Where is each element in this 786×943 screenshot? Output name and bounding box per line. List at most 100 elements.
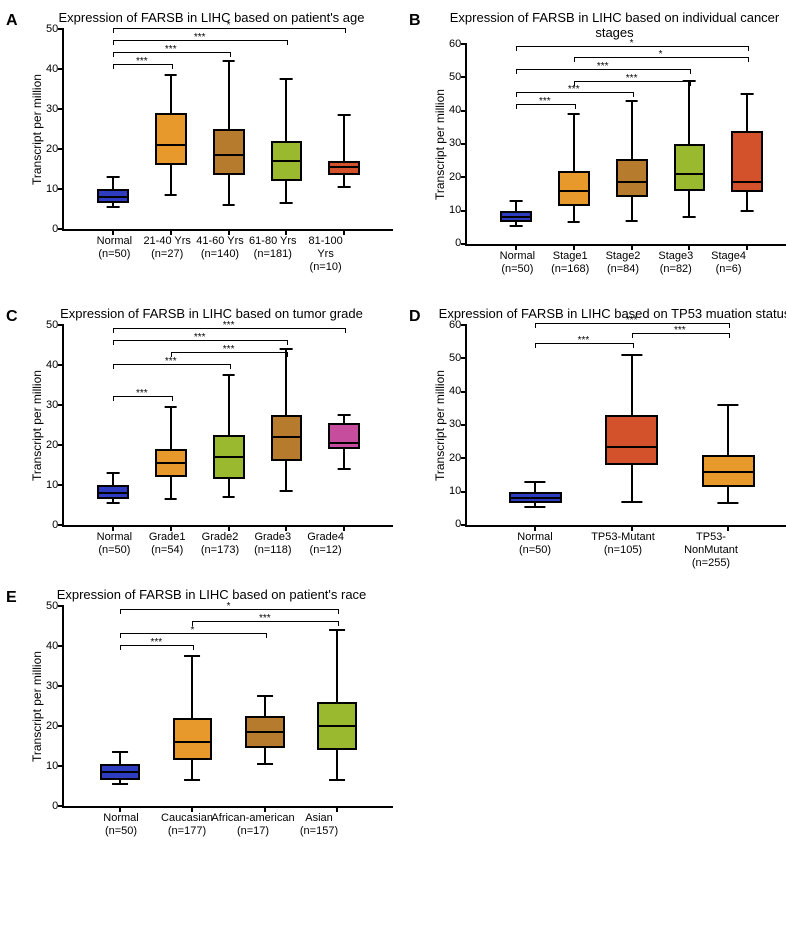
significance-label: *** bbox=[136, 389, 148, 399]
box-group bbox=[315, 325, 373, 525]
y-axis-label: Transcript per million bbox=[30, 325, 44, 527]
panel-title: Expression of FARSB in LIHC based on pat… bbox=[30, 587, 393, 602]
category-n: (n=181) bbox=[249, 248, 297, 261]
category-label: Stage4 bbox=[711, 250, 746, 263]
box-group bbox=[84, 325, 142, 525]
significance-label: *** bbox=[259, 614, 271, 624]
x-tick: 41-60 Yrs(n=140) bbox=[196, 235, 244, 261]
y-axis-label: Transcript per million bbox=[30, 606, 44, 808]
significance-label: *** bbox=[578, 336, 590, 346]
x-tick: Caucasian(n=177) bbox=[161, 812, 213, 838]
category-label: Normal bbox=[97, 235, 132, 248]
box bbox=[271, 415, 303, 461]
plot-area: ******** bbox=[62, 606, 393, 808]
x-tick: TP53-Mutant(n=105) bbox=[591, 531, 655, 557]
y-axis-label: Transcript per million bbox=[433, 325, 447, 527]
category-label: Grade1 bbox=[149, 531, 186, 544]
x-tick: Normal(n=50) bbox=[97, 531, 132, 557]
significance-label: * bbox=[659, 50, 663, 60]
category-label: 21-40 Yrs bbox=[143, 235, 191, 248]
category-label: Caucasian bbox=[161, 812, 213, 825]
chart-frame: Transcript per million6050403020100*****… bbox=[433, 44, 786, 246]
category-n: (n=177) bbox=[161, 825, 213, 838]
panel-label: D bbox=[409, 308, 421, 326]
x-axis: Normal(n=50)Grade1(n=54)Grade2(n=173)Gra… bbox=[30, 527, 393, 557]
category-n: (n=50) bbox=[97, 544, 132, 557]
x-tick: Grade1(n=54) bbox=[149, 531, 186, 557]
category-label: TP53-NonMutant bbox=[680, 531, 742, 557]
panel-title: Expression of FARSB in LIHC based on tum… bbox=[30, 306, 393, 321]
category-n: (n=50) bbox=[103, 825, 138, 838]
x-axis: Normal(n=50) TP53-Mutant(n=105) TP53-NonMu… bbox=[433, 527, 786, 557]
significance-label: *** bbox=[223, 321, 235, 331]
box bbox=[674, 144, 706, 191]
category-n: (n=140) bbox=[196, 248, 244, 261]
category-n: (n=50) bbox=[500, 263, 535, 276]
box-group bbox=[661, 44, 719, 244]
significance-label: *** bbox=[223, 345, 235, 355]
category-n: (n=12) bbox=[307, 544, 344, 557]
box-group bbox=[487, 44, 545, 244]
category-n: (n=82) bbox=[658, 263, 693, 276]
category-label: 81-100 Yrs bbox=[303, 235, 347, 261]
box-group bbox=[487, 325, 583, 525]
category-label: Stage1 bbox=[551, 250, 589, 263]
category-label: Stage2 bbox=[606, 250, 641, 263]
category-n: (n=118) bbox=[254, 544, 291, 557]
category-n: (n=27) bbox=[143, 248, 191, 261]
panel-C: CExpression of FARSB in LIHC based on tu… bbox=[10, 306, 393, 557]
panel-label: E bbox=[6, 589, 17, 607]
significance-label: *** bbox=[568, 85, 580, 95]
category-label: Normal bbox=[517, 531, 552, 544]
significance-label: *** bbox=[165, 45, 177, 55]
box-group bbox=[718, 44, 776, 244]
significance-label: *** bbox=[539, 97, 551, 107]
box-group bbox=[84, 29, 142, 229]
x-tick: Normal(n=50) bbox=[500, 250, 535, 276]
panel-title: Expression of FARSB in LIHC based on ind… bbox=[433, 10, 786, 40]
chart-frame: Transcript per million50403020100*******… bbox=[30, 325, 393, 527]
category-n: (n=17) bbox=[211, 825, 294, 838]
box-group bbox=[301, 606, 373, 806]
x-tick: Stage2(n=84) bbox=[606, 250, 641, 276]
y-axis-label: Transcript per million bbox=[30, 29, 44, 231]
box-group bbox=[200, 29, 258, 229]
category-label: Normal bbox=[97, 531, 132, 544]
panel-title: Expression of FARSB in LIHC based on TP5… bbox=[433, 306, 786, 321]
category-n: (n=157) bbox=[300, 825, 338, 838]
y-axis: 50403020100 bbox=[46, 606, 62, 806]
plot-area: ********* bbox=[465, 325, 786, 527]
x-tick: Normal(n=50) bbox=[517, 531, 552, 557]
x-axis: Normal(n=50)Caucasian(n=177)African-amer… bbox=[30, 808, 393, 838]
x-tick: 81-100 Yrs(n=10) bbox=[303, 235, 347, 275]
panel-A: AExpression of FARSB in LIHC based on pa… bbox=[10, 10, 393, 276]
category-n: (n=255) bbox=[680, 557, 742, 570]
x-tick: Normal(n=50) bbox=[97, 235, 132, 261]
category-label: Normal bbox=[500, 250, 535, 263]
x-tick: African-american(n=17) bbox=[211, 812, 294, 838]
significance-label: * bbox=[191, 626, 195, 636]
category-n: (n=105) bbox=[591, 544, 655, 557]
panel-label: A bbox=[6, 12, 18, 30]
x-tick: Stage3(n=82) bbox=[658, 250, 693, 276]
chart-frame: Transcript per million6050403020100*****… bbox=[433, 325, 786, 527]
x-tick: Asian(n=157) bbox=[300, 812, 338, 838]
category-n: (n=54) bbox=[149, 544, 186, 557]
box bbox=[328, 161, 360, 175]
category-label: Asian bbox=[300, 812, 338, 825]
chart-frame: Transcript per million50403020100*******… bbox=[30, 606, 393, 808]
x-tick: Grade3(n=118) bbox=[254, 531, 291, 557]
box bbox=[328, 423, 360, 449]
category-label: 41-60 Yrs bbox=[196, 235, 244, 248]
plot-area: *************** bbox=[62, 325, 393, 527]
box bbox=[558, 171, 590, 206]
category-label: 61-80 Yrs bbox=[249, 235, 297, 248]
significance-label: *** bbox=[626, 316, 638, 326]
x-tick: Grade4(n=12) bbox=[307, 531, 344, 557]
significance-label: *** bbox=[194, 33, 206, 43]
chart-frame: Transcript per million50403020100*******… bbox=[30, 29, 393, 231]
box bbox=[605, 415, 658, 465]
y-axis: 50403020100 bbox=[46, 325, 62, 525]
significance-label: * bbox=[227, 21, 231, 31]
panel-title: Expression of FARSB in LIHC based on pat… bbox=[30, 10, 393, 25]
